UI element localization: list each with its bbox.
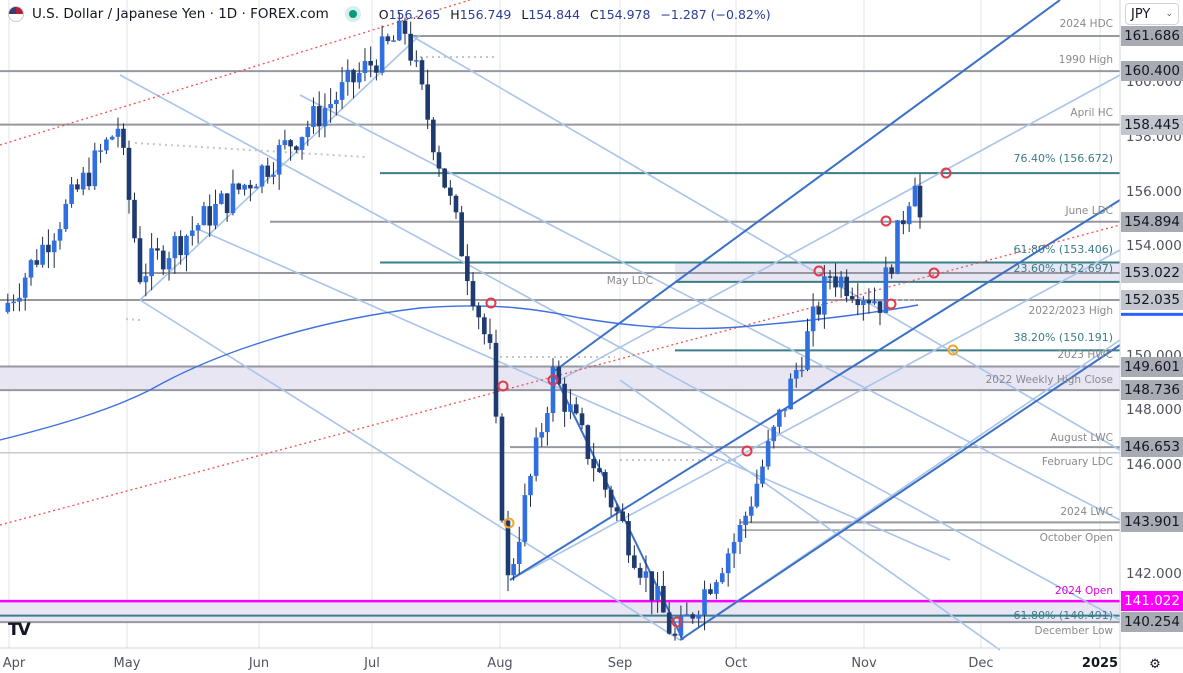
close-value: 154.978 bbox=[598, 6, 651, 22]
change-value: −1.287 (−0.82%) bbox=[660, 6, 771, 22]
price-level-tag: 143.901 bbox=[1121, 512, 1183, 533]
price-tick: 148.000 bbox=[1126, 402, 1182, 419]
price-tick: 156.000 bbox=[1126, 183, 1182, 200]
price-level-tag: 161.686 bbox=[1121, 26, 1183, 46]
level-label: 2024 HDC bbox=[1059, 18, 1113, 30]
time-label: 2025 bbox=[1081, 656, 1119, 671]
level-label: 2024 Open bbox=[1054, 585, 1113, 597]
close-key: C bbox=[590, 6, 599, 22]
time-label: Sep bbox=[607, 656, 633, 671]
time-label: Apr bbox=[2, 656, 26, 671]
time-label: Jun bbox=[248, 656, 270, 671]
level-label: May LDC bbox=[606, 275, 653, 287]
open-key: O bbox=[378, 6, 389, 22]
currency-select[interactable]: JPY ⌄ bbox=[1125, 3, 1179, 25]
level-label: 1990 High bbox=[1058, 54, 1113, 66]
chevron-down-icon: ⌄ bbox=[1165, 9, 1173, 19]
level-label: December Low bbox=[1034, 625, 1113, 637]
level-label: 2022 Weekly High Close bbox=[985, 374, 1113, 386]
level-label: October Open bbox=[1039, 532, 1113, 544]
price-level-tag: 140.254 bbox=[1121, 612, 1183, 633]
level-label: 2023 HWC bbox=[1057, 349, 1113, 361]
level-label: 61.80% (153.406) bbox=[1013, 243, 1113, 256]
price-tick: 142.000 bbox=[1126, 566, 1182, 583]
price-level-tag: 141.022 bbox=[1121, 591, 1183, 612]
us-flag-icon bbox=[8, 6, 24, 22]
time-label: Dec bbox=[968, 656, 994, 671]
level-label: 2024 LWC bbox=[1060, 506, 1113, 518]
time-label: May bbox=[113, 656, 141, 671]
price-level-tag: 154.894 bbox=[1121, 211, 1183, 232]
price-level-tag: 158.445 bbox=[1121, 114, 1183, 135]
symbol-legend: U.S. Dollar / Japanese Yen · 1D · FOREX.… bbox=[8, 3, 771, 25]
level-label: August LWC bbox=[1050, 432, 1113, 444]
price-tick: 146.000 bbox=[1126, 457, 1182, 473]
level-label: April HC bbox=[1070, 107, 1113, 119]
market-status-icon bbox=[348, 10, 357, 18]
price-level-tag: 146.653 bbox=[1121, 437, 1183, 458]
high-key: H bbox=[450, 6, 460, 22]
low-value: 154.844 bbox=[528, 6, 581, 22]
level-label: 2022/2023 High bbox=[1028, 305, 1113, 317]
price-level-tag: 148.736 bbox=[1121, 380, 1183, 401]
price-level-tag: 153.022 bbox=[1121, 262, 1183, 283]
low-key: L bbox=[521, 6, 529, 22]
level-label: 76.40% (156.672) bbox=[1013, 152, 1113, 165]
level-label: June LDC bbox=[1065, 205, 1113, 217]
level-label: February LDC bbox=[1041, 456, 1113, 468]
price-tick: 154.000 bbox=[1126, 238, 1182, 255]
settings-gear-icon[interactable]: ⚙ bbox=[1149, 657, 1161, 672]
price-level-tag: 149.601 bbox=[1121, 356, 1183, 377]
level-label: 23.60% (152.697) bbox=[1013, 262, 1113, 275]
time-label: Jul bbox=[364, 656, 380, 671]
high-value: 156.749 bbox=[459, 6, 512, 22]
tradingview-logo[interactable]: TV bbox=[8, 620, 31, 640]
time-label: Oct bbox=[724, 656, 748, 671]
symbol-title[interactable]: U.S. Dollar / Japanese Yen · 1D · FOREX.… bbox=[32, 6, 329, 22]
ohlc-values: O156.265 H156.749 L154.844 C154.978 −1.2… bbox=[373, 7, 771, 22]
price-level-tag: 152.035 bbox=[1121, 289, 1183, 310]
price-level-tag: 160.400 bbox=[1121, 61, 1183, 82]
level-label: 38.20% (150.191) bbox=[1013, 331, 1113, 344]
time-label: Nov bbox=[851, 656, 877, 671]
currency-value: JPY bbox=[1131, 6, 1151, 22]
level-label: 61.80% (140.491) bbox=[1013, 609, 1113, 622]
open-value: 156.265 bbox=[388, 6, 441, 22]
time-label: Aug bbox=[487, 656, 513, 671]
